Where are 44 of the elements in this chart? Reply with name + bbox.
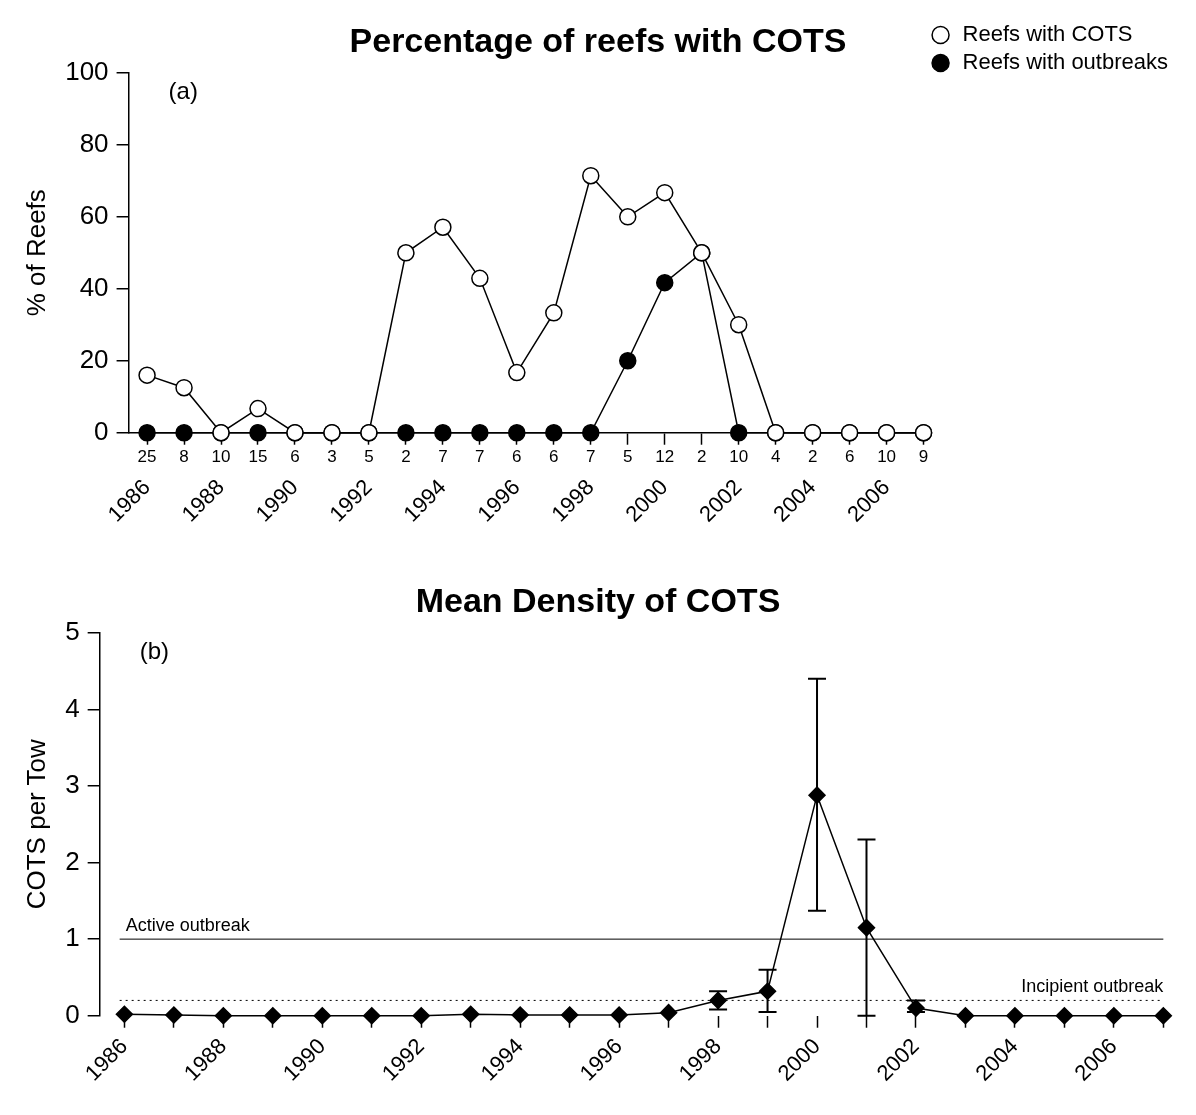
- y-tick-label: 40: [79, 271, 109, 302]
- y-axis-title: COTS per Tow: [20, 739, 51, 910]
- y-tick-label: 80: [79, 127, 109, 158]
- text: 7: [586, 446, 596, 466]
- y-tick-label: 0: [94, 415, 109, 446]
- legend-label: Reefs with COTS: [962, 21, 1133, 47]
- text: 9: [918, 446, 929, 466]
- y-tick-label: 1: [65, 922, 80, 953]
- annotation: (a): [168, 77, 198, 105]
- text: 2: [696, 446, 707, 466]
- text: 6: [512, 446, 522, 466]
- y-tick-label: 2: [65, 845, 80, 876]
- y-tick-label: 5: [65, 615, 80, 646]
- y-tick-label: 20: [79, 343, 109, 374]
- text: 6: [549, 446, 559, 466]
- text: 25: [137, 446, 157, 466]
- ref-line-label: Active outbreak: [125, 915, 251, 936]
- text: 2: [807, 446, 818, 466]
- text: 12: [655, 446, 675, 466]
- text: 5: [364, 446, 374, 466]
- chart-title: Mean Density of COTS: [415, 580, 781, 619]
- text: 8: [179, 446, 189, 466]
- y-tick-label: 100: [65, 55, 109, 86]
- text: 10: [211, 446, 231, 466]
- y-axis-title: % of Reefs: [20, 189, 51, 317]
- text: 6: [290, 446, 300, 466]
- text: 3: [327, 446, 337, 466]
- y-tick-label: 3: [65, 769, 80, 800]
- text: 7: [475, 446, 485, 466]
- legend-label: Reefs with outbreaks: [962, 49, 1168, 75]
- text: 4: [770, 446, 781, 466]
- annotation: (b): [139, 637, 169, 665]
- ref-line-label: Incipient outbreak: [1021, 976, 1165, 997]
- text: 10: [877, 446, 897, 466]
- text: 6: [844, 446, 855, 466]
- text: 10: [729, 446, 749, 466]
- text: 5: [623, 446, 633, 466]
- text: 15: [248, 446, 268, 466]
- chart-title: Percentage of reefs with COTS: [349, 20, 847, 59]
- y-tick-label: 0: [65, 998, 80, 1029]
- y-tick-label: 4: [65, 692, 80, 723]
- y-tick-label: 60: [79, 199, 109, 230]
- text: 7: [438, 446, 448, 466]
- text: 2: [401, 446, 411, 466]
